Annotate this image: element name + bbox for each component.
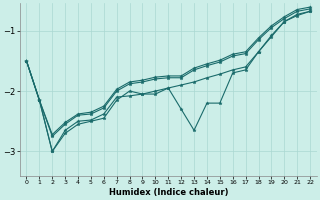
X-axis label: Humidex (Indice chaleur): Humidex (Indice chaleur): [108, 188, 228, 197]
